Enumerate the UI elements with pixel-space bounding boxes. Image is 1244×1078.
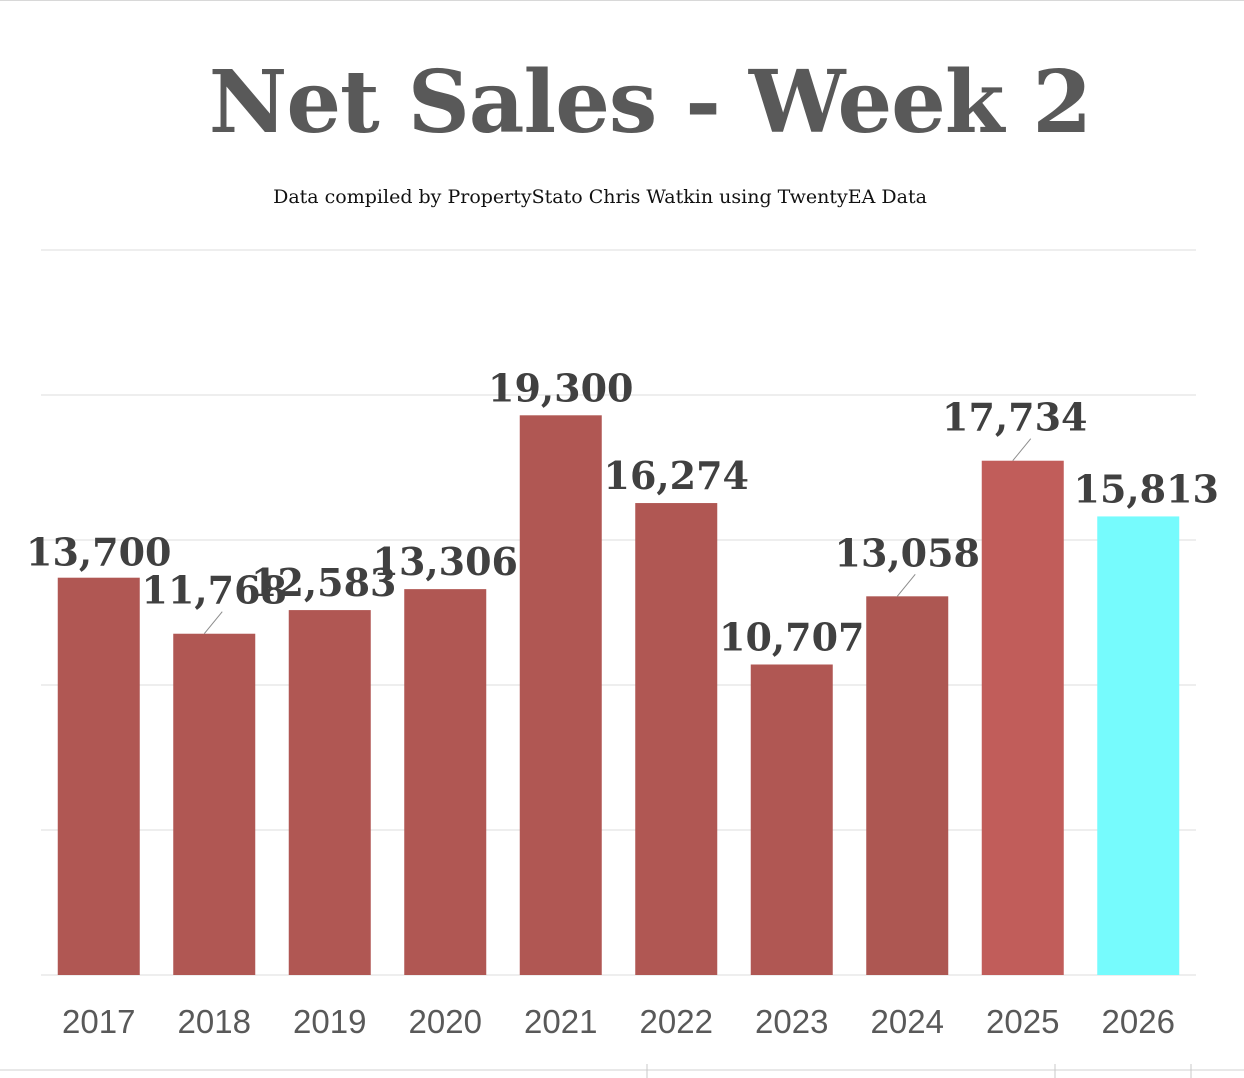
bar-2018 [173,633,256,975]
bar-2017 [57,577,140,975]
data-label-2018: 11,768 [142,568,287,613]
chart-subtitle: Data compiled by PropertyStato Chris Wat… [273,186,927,208]
x-tick-2017: 2017 [62,1003,135,1040]
leader-lines [203,438,1032,635]
leader-line-2025 [1012,438,1032,462]
data-label-2021: 19,300 [488,365,633,410]
x-tick-2020: 2020 [409,1003,482,1040]
x-tick-2018: 2018 [178,1003,251,1040]
data-label-2020: 13,306 [373,539,518,584]
data-label-2025: 17,734 [942,395,1087,440]
data-label-2023: 10,707 [719,614,864,659]
x-tick-2021: 2021 [524,1003,597,1040]
data-label-2024: 13,058 [835,530,980,575]
data-label-2026: 15,813 [1074,466,1219,511]
leader-line-2024 [896,574,916,597]
data-label-2022: 16,274 [604,453,749,498]
data-label-2019: 12,583 [251,560,396,605]
bar-2025 [981,460,1064,975]
x-tick-2023: 2023 [755,1003,828,1040]
x-tick-2024: 2024 [871,1003,944,1040]
x-tick-2025: 2025 [986,1003,1059,1040]
bar-2023 [750,664,833,975]
x-tick-2022: 2022 [640,1003,713,1040]
bar-2020 [404,589,487,975]
leader-line-2018 [203,611,223,635]
bar-2026 [1097,516,1180,975]
x-tick-2026: 2026 [1102,1003,1175,1040]
bars [57,415,1180,975]
x-tick-2019: 2019 [293,1003,366,1040]
x-axis-tick-labels: 2017 2018 2019 2020 2021 2022 2023 2024 2025 2026 [62,1003,1175,1040]
bar-2024 [866,596,949,975]
bar-2019 [288,610,371,975]
bar-2022 [635,503,718,975]
data-label-2017: 13,700 [26,530,171,575]
bottom-frame-marks [0,1064,1244,1078]
bar-2021 [519,415,602,975]
chart-title: Net Sales - Week 2 [208,52,1093,153]
